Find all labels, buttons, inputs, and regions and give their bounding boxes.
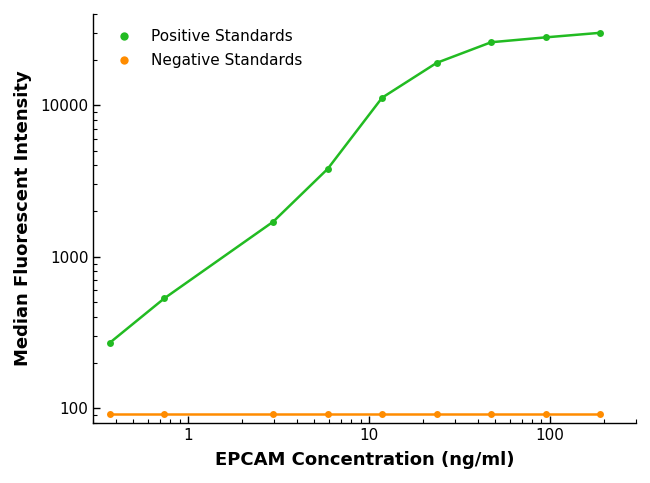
Line: Positive Standards: Positive Standards: [106, 29, 603, 346]
Positive Standards: [488, 39, 495, 45]
Positive Standards: [161, 296, 168, 301]
Negative Standards: [488, 411, 495, 417]
Positive Standards: [269, 219, 277, 225]
Negative Standards: [541, 411, 549, 417]
Negative Standards: [324, 411, 332, 417]
Positive Standards: [541, 34, 549, 40]
Line: Negative Standards: Negative Standards: [106, 410, 603, 417]
Negative Standards: [596, 411, 604, 417]
Negative Standards: [161, 411, 168, 417]
Legend: Positive Standards, Negative Standards: Positive Standards, Negative Standards: [101, 22, 310, 76]
Negative Standards: [378, 411, 386, 417]
Positive Standards: [596, 30, 604, 36]
Negative Standards: [269, 411, 277, 417]
Positive Standards: [106, 340, 114, 346]
Positive Standards: [433, 60, 441, 66]
Negative Standards: [433, 411, 441, 417]
X-axis label: EPCAM Concentration (ng/ml): EPCAM Concentration (ng/ml): [215, 451, 514, 469]
Y-axis label: Median Fluorescent Intensity: Median Fluorescent Intensity: [14, 71, 32, 366]
Negative Standards: [106, 411, 114, 417]
Positive Standards: [324, 166, 332, 172]
Positive Standards: [378, 95, 386, 100]
